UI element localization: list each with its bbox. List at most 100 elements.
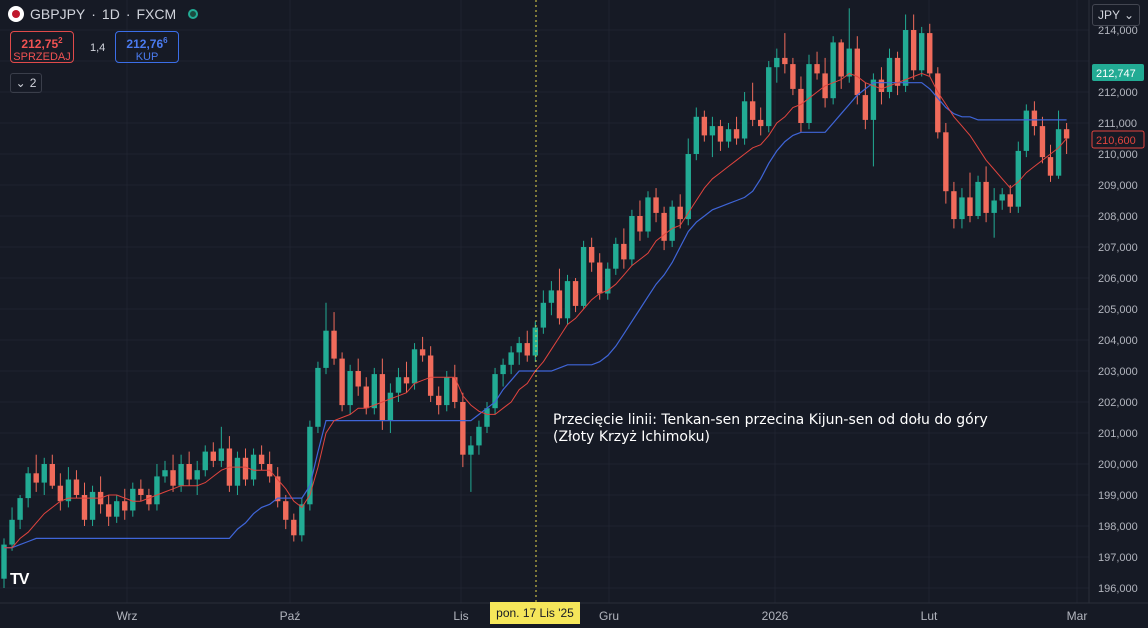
market-status-icon[interactable] — [188, 9, 199, 19]
spread-value: 1,4 — [90, 42, 106, 54]
candle-body — [1031, 110, 1038, 127]
price-axis[interactable]: 214,000 212,000 211,000 210,000 209,000 208,0… — [1098, 25, 1138, 595]
price-tick-label: 210,000 — [1098, 149, 1138, 161]
candle-body — [371, 374, 377, 409]
price-tick-label: 208,000 — [1098, 211, 1138, 223]
candle-body — [572, 281, 579, 306]
chevron-down-icon: ⌄ — [15, 76, 26, 90]
gbp-jpy-flag-icon — [8, 6, 24, 22]
time-tick-label: Mar — [1067, 609, 1088, 623]
candle-body — [436, 395, 442, 406]
candle-body — [202, 451, 208, 471]
candle-body — [49, 464, 55, 486]
candle-body — [170, 470, 176, 486]
time-tick-label: 2026 — [762, 609, 789, 623]
candle-body — [178, 464, 184, 486]
interval: 1D — [101, 6, 120, 22]
candle-body — [967, 197, 973, 216]
time-axis[interactable]: Wrz Paź Lis Gru 2026 Lut Mar — [116, 609, 1087, 623]
buy-button[interactable]: 212,766 KUP — [115, 31, 179, 63]
candle-body — [886, 57, 893, 92]
candle-body — [57, 485, 64, 502]
candle-body — [114, 501, 120, 517]
candle-body — [605, 268, 611, 294]
candle-body — [1023, 110, 1030, 151]
candle-body — [532, 327, 538, 356]
candle-body — [339, 358, 345, 406]
crosshair-date-label: pon. 17 Lis '25 — [490, 602, 580, 624]
candle-body — [894, 57, 901, 86]
tenkan-sen-line — [4, 72, 1067, 549]
sell-price-pip: 2 — [58, 36, 63, 45]
annotation-line-1: Przecięcie linii: Tenkan-sen przecina Ki… — [553, 412, 988, 428]
candle-body — [508, 352, 514, 365]
candle-body — [323, 330, 329, 368]
candle-body — [427, 355, 434, 396]
candle-body — [717, 126, 724, 142]
candle-body — [975, 181, 981, 216]
indicators-toggle-button[interactable]: ⌄ 2 — [10, 73, 42, 93]
candle-body — [637, 216, 643, 232]
kijun-sen-line — [4, 82, 1067, 549]
candle-body — [122, 501, 128, 511]
candle-body — [73, 479, 80, 495]
svg-text:210,600: 210,600 — [1096, 135, 1136, 147]
symbol-header[interactable]: GBPJPY · 1D · FXCM — [8, 6, 199, 22]
candle-body — [943, 132, 949, 192]
last-price-label: 212,747 — [1092, 64, 1144, 81]
candle-body — [218, 448, 225, 461]
candle-body — [548, 290, 555, 303]
price-tick-label: 211,000 — [1098, 118, 1137, 130]
candle-body — [41, 464, 47, 483]
candle-body — [9, 519, 15, 545]
price-tick-label: 202,000 — [1098, 397, 1138, 409]
candle-body — [411, 349, 418, 384]
candle-body — [741, 101, 748, 139]
candle-body — [1039, 126, 1046, 158]
candle-body — [1015, 150, 1021, 207]
sell-button[interactable]: 212,752 SPRZEDAJ — [10, 31, 74, 63]
candle-body — [17, 498, 23, 520]
candle-body — [677, 206, 683, 220]
chart-annotation: Przecięcie linii: Tenkan-sen przecina Ki… — [553, 412, 988, 446]
candle-body — [331, 330, 337, 359]
candle-body — [403, 377, 410, 384]
candle-body — [661, 212, 667, 241]
price-tick-label: 199,000 — [1098, 490, 1138, 502]
candle-body — [154, 476, 160, 505]
candle-body — [774, 57, 780, 68]
separator: · — [125, 6, 131, 22]
candle-body — [935, 73, 941, 133]
chevron-down-icon: ⌄ — [1123, 8, 1134, 22]
candle-body — [991, 200, 997, 213]
candle-body — [1, 544, 7, 579]
candle-body — [476, 426, 482, 446]
candle-body — [669, 206, 675, 241]
currency-selector[interactable]: JPY ⌄ — [1092, 4, 1140, 26]
candle-body — [701, 116, 708, 136]
candle-body — [951, 191, 957, 220]
candle-body — [81, 495, 88, 520]
candle-body — [138, 488, 144, 495]
candle-body — [910, 30, 917, 71]
candle-body — [395, 377, 402, 393]
candle-body — [685, 154, 691, 220]
candle-body — [419, 349, 426, 356]
candle-body — [347, 371, 353, 406]
tradingview-logo-icon[interactable]: TV — [10, 571, 29, 588]
indicators-count: 2 — [29, 76, 37, 90]
candle-body — [959, 197, 965, 220]
candle-body — [927, 33, 933, 74]
candlestick-series — [1, 8, 1070, 588]
time-tick-label: Paź — [280, 609, 301, 623]
candle-body — [291, 519, 297, 536]
buy-price: 212,76 — [126, 37, 164, 51]
buy-label: KUP — [135, 51, 159, 63]
candle-body — [919, 33, 925, 71]
separator: · — [91, 6, 96, 22]
candle-body — [621, 243, 627, 260]
candle-body — [830, 42, 836, 99]
candle-body — [25, 473, 31, 499]
candle-body — [250, 454, 257, 480]
